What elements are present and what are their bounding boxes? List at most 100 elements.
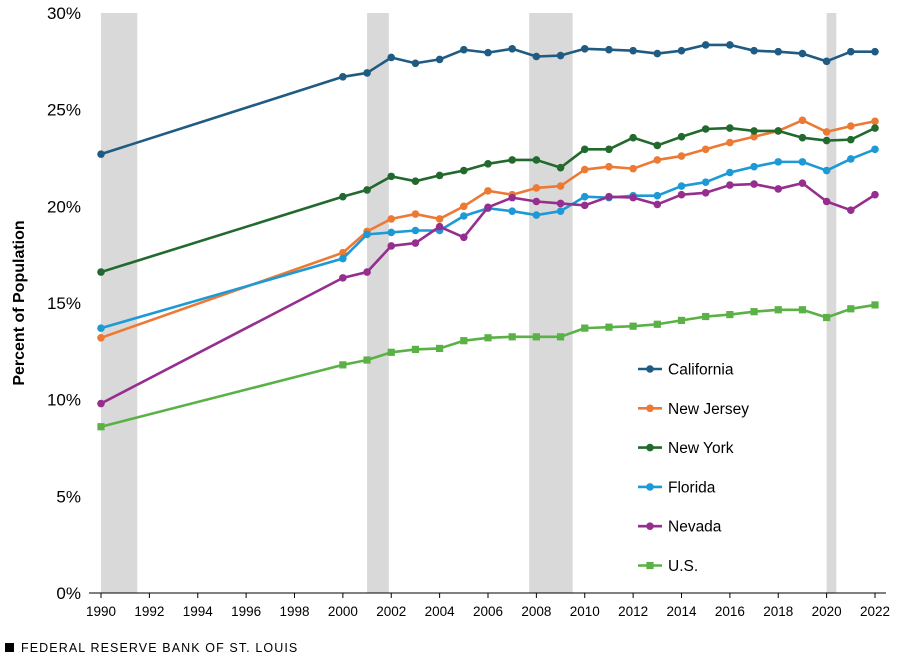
- x-tick-label: 2012: [618, 604, 648, 619]
- data-point: [580, 145, 589, 154]
- data-point: [532, 52, 541, 61]
- legend-label: California: [668, 362, 734, 379]
- data-point: [653, 49, 662, 58]
- series-new-york: [97, 124, 879, 276]
- data-point: [726, 124, 734, 132]
- data-point: [97, 324, 105, 332]
- x-tick-label: 2014: [666, 604, 697, 619]
- data-point: [508, 156, 516, 164]
- data-point: [580, 165, 589, 174]
- data-point: [436, 344, 444, 353]
- x-tick-label: 1992: [134, 604, 164, 619]
- data-point: [726, 311, 734, 319]
- data-point: [653, 200, 662, 209]
- data-point: [871, 117, 879, 126]
- data-point: [484, 203, 492, 212]
- data-point: [556, 207, 565, 215]
- data-point: [411, 226, 420, 235]
- data-point: [822, 57, 831, 66]
- recession-band: [529, 13, 573, 593]
- legend-label: U.S.: [668, 558, 698, 575]
- data-point: [798, 179, 807, 187]
- data-point: [435, 55, 444, 64]
- legend-label: New Jersey: [668, 401, 749, 418]
- data-point: [750, 162, 758, 171]
- legend: California New Jersey New York Florida Nevad…: [638, 362, 749, 575]
- recession-band: [826, 13, 837, 593]
- data-point: [701, 145, 710, 154]
- legend-entry: New York: [638, 440, 734, 457]
- data-point: [822, 136, 831, 145]
- data-point: [556, 182, 565, 190]
- x-tick-label: 1998: [279, 604, 309, 619]
- data-point: [847, 206, 855, 214]
- data-point: [581, 324, 589, 332]
- data-point: [532, 156, 541, 164]
- x-tick-label: 1996: [231, 604, 261, 619]
- data-point: [629, 193, 637, 202]
- data-point: [363, 69, 371, 77]
- data-point: [629, 164, 637, 173]
- data-point: [363, 268, 371, 276]
- data-point: [508, 333, 516, 341]
- data-point: [701, 41, 710, 49]
- legend-entry: U.S.: [638, 558, 698, 575]
- data-point: [411, 59, 420, 68]
- recession-band: [101, 13, 138, 593]
- data-point: [605, 145, 613, 154]
- y-tick-label: 20%: [47, 197, 81, 216]
- data-point: [508, 193, 516, 202]
- source-footer: FEDERAL RESERVE BANK OF ST. LOUIS: [5, 641, 298, 655]
- data-point: [798, 133, 807, 142]
- data-point: [580, 44, 589, 53]
- data-point: [460, 233, 468, 242]
- data-point: [532, 197, 541, 206]
- series-california: [97, 41, 879, 158]
- x-tick-label: 2000: [328, 604, 358, 619]
- y-tick-label: 5%: [56, 487, 81, 506]
- data-point: [387, 53, 396, 62]
- data-point: [822, 197, 831, 206]
- data-point: [798, 306, 807, 314]
- data-point: [411, 239, 420, 247]
- data-point: [532, 333, 540, 341]
- data-point: [774, 306, 782, 314]
- data-point: [508, 207, 516, 215]
- data-point: [339, 361, 347, 369]
- data-point: [556, 199, 565, 208]
- x-tick-label: 2020: [812, 604, 842, 619]
- data-point: [726, 168, 734, 177]
- data-point: [701, 178, 710, 186]
- data-point: [750, 46, 758, 55]
- data-point: [677, 182, 686, 190]
- legend-marker: [646, 522, 654, 530]
- data-point: [97, 268, 105, 276]
- data-point: [97, 423, 105, 431]
- series-line-new-york: [100, 126, 876, 274]
- data-point: [97, 334, 105, 342]
- y-tick-label: 25%: [47, 101, 81, 120]
- data-point: [677, 132, 686, 141]
- data-point: [435, 171, 444, 180]
- x-tick-label: 2010: [570, 604, 600, 619]
- x-tick-label: 1994: [183, 604, 214, 619]
- x-tick-label: 2002: [376, 604, 406, 619]
- data-point: [847, 305, 855, 313]
- legend-marker: [646, 561, 654, 570]
- data-point: [484, 187, 492, 195]
- data-point: [847, 47, 855, 56]
- data-point: [653, 141, 662, 150]
- data-point: [339, 248, 347, 257]
- data-point: [460, 212, 468, 220]
- x-tick-label: 2008: [521, 604, 551, 619]
- data-point: [701, 125, 710, 133]
- data-point: [460, 166, 468, 175]
- data-point: [653, 191, 662, 200]
- data-point: [580, 192, 589, 201]
- data-point: [701, 189, 710, 197]
- legend-marker: [646, 365, 654, 373]
- x-tick-label: 2022: [860, 604, 890, 619]
- axes: [89, 592, 886, 598]
- y-axis-title: Percent of Population: [11, 220, 28, 385]
- y-tick-label: 15%: [47, 294, 81, 313]
